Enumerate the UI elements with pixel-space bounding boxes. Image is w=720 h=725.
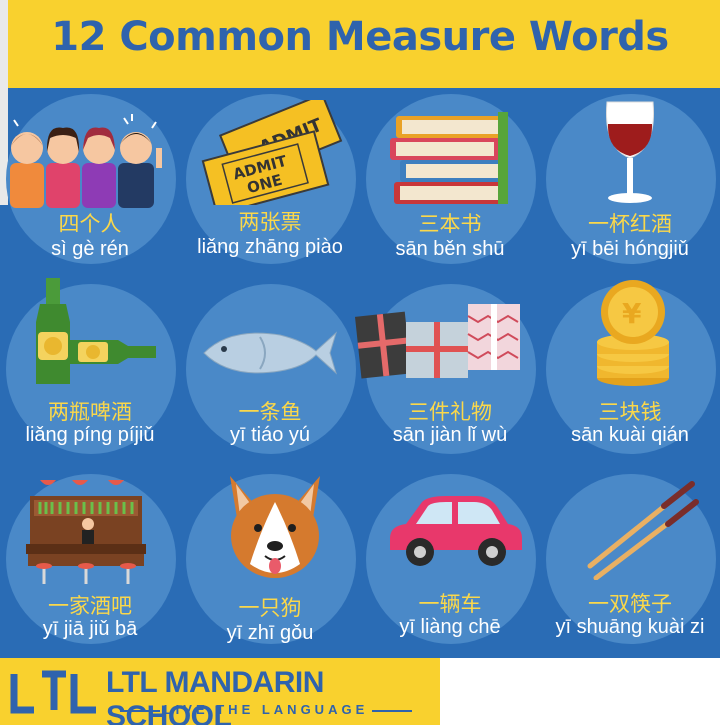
tickets-icon: ADMIT ADMIT ONE — [201, 100, 343, 205]
vocab-card-books: 三本书 sān běn shū — [360, 88, 540, 278]
brand-tagline: LIVE THE LANGUAGE — [106, 702, 426, 717]
beer-bottles-icon — [36, 278, 156, 384]
vocab-card-beer: 两瓶啤酒 liǎng píng píjiǔ — [0, 278, 180, 468]
chinese-text: 一杯红酒 — [588, 212, 672, 236]
header-banner: 12 Common Measure Words — [0, 0, 720, 88]
vocab-card-chopsticks: 一双筷子 yī shuāng kuài zi — [540, 468, 720, 658]
footer-blank — [440, 658, 720, 725]
pinyin-text: yī shuāng kuài zi — [555, 616, 705, 638]
svg-text:¥: ¥ — [622, 297, 642, 330]
vocab-card-bar: 一家酒吧 yī jiā jiǔ bā — [0, 468, 180, 658]
card-circle — [546, 474, 716, 644]
vocab-card-people: 四个人 sì gè rén — [0, 88, 180, 278]
vocab-card-wine: 一杯红酒 yī bēi hóngjiǔ — [540, 88, 720, 278]
vocab-grid: 四个人 sì gè rén ADMIT ADMIT ONE 两张票 l — [0, 88, 720, 658]
dog-face-icon — [230, 476, 320, 578]
books-stack-icon — [390, 112, 508, 204]
pinyin-text: sì gè rén — [0, 238, 180, 261]
footer-brand-band: LTL MANDARIN SCHOOL LIVE THE LANGUAGE — [0, 658, 440, 725]
chinese-text: 一双筷子 — [588, 592, 672, 616]
chinese-text: 四个人 — [58, 212, 122, 236]
pinyin-text: yī zhī gǒu — [226, 622, 314, 644]
chinese-text: 三件礼物 — [408, 400, 492, 424]
footer: LTL MANDARIN SCHOOL LIVE THE LANGUAGE — [0, 658, 720, 725]
brand-name: LTL MANDARIN SCHOOL — [106, 666, 324, 725]
vocab-card-car: 一辆车 yī liàng chē — [360, 468, 540, 658]
pinyin-text: liǎng píng píjiǔ — [25, 424, 155, 446]
tagline-divider — [372, 709, 413, 712]
pinyin-text: yī bēi hóngjiǔ — [571, 238, 689, 260]
tagline-divider — [119, 709, 160, 712]
chopsticks-icon — [587, 481, 699, 580]
chinese-text: 一辆车 — [418, 592, 482, 616]
tagline-text: LIVE THE LANGUAGE — [163, 702, 369, 717]
vocab-card-gifts: 三件礼物 sān jiàn lǐ wù — [355, 278, 540, 468]
chinese-text: 一家酒吧 — [48, 594, 132, 618]
ltl-logo-icon — [10, 670, 96, 714]
gifts-icon — [355, 304, 520, 379]
chinese-text: 三本书 — [418, 212, 482, 236]
vocab-card-coins: ¥ 三块钱 sān kuài qián — [540, 278, 720, 468]
edge-strip — [0, 0, 8, 205]
pinyin-text: sān běn shū — [395, 238, 505, 260]
wine-glass-icon — [605, 101, 655, 203]
pinyin-text: yī jiā jiǔ bā — [42, 618, 138, 640]
vocab-card-tickets: ADMIT ADMIT ONE 两张票 liǎng zhāng piào — [180, 88, 360, 278]
people-group-icon — [10, 114, 162, 208]
bar-counter-icon — [26, 480, 146, 584]
pinyin-text: liǎng zhāng piào — [197, 236, 343, 258]
chinese-text: 两瓶啤酒 — [48, 400, 132, 424]
pinyin-text: sì gè rén — [51, 238, 129, 260]
page-title: 12 Common Measure Words — [51, 14, 669, 60]
vocab-card-fish: 一条鱼 yī tiáo yú — [180, 278, 360, 468]
card-circle — [6, 284, 176, 454]
chinese-text: 一只狗 — [238, 596, 302, 620]
chinese-text: 一条鱼 — [238, 400, 302, 424]
chinese-text: 三块钱 — [598, 400, 662, 424]
pinyin-text: sān kuài qián — [571, 424, 689, 446]
vocab-card-dog: 一只狗 yī zhī gǒu — [180, 468, 360, 658]
coins-icon: ¥ — [597, 280, 669, 386]
pinyin-text: sān jiàn lǐ wù — [392, 424, 508, 446]
pinyin-text: yī liàng chē — [399, 616, 501, 638]
chinese-text: 两张票 — [238, 210, 302, 234]
fish-icon — [203, 331, 337, 375]
pinyin-text: yī tiáo yú — [229, 424, 311, 446]
car-icon — [390, 496, 522, 566]
